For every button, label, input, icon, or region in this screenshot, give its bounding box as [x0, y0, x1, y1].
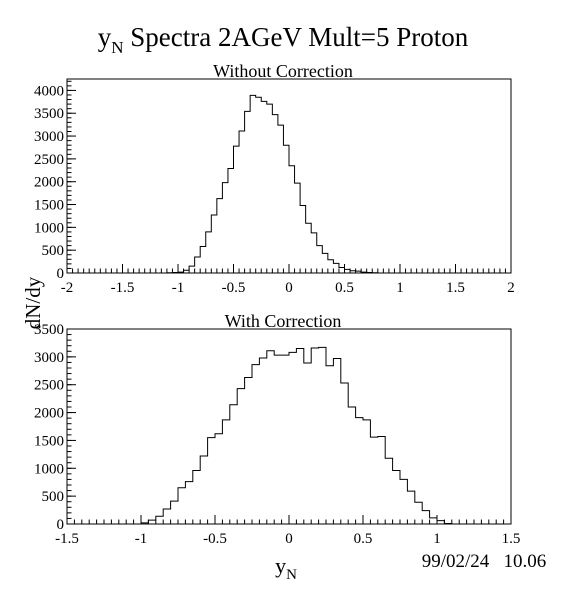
histogram-without-correction: [67, 94, 511, 274]
x-tick-label-top: -2: [61, 280, 74, 296]
panel-title-top: Without Correction: [213, 61, 353, 81]
x-tick-label-bottom: -1.5: [55, 531, 79, 547]
x-tick-label-bottom: 1: [433, 531, 441, 547]
y-tick-label-top: 0: [57, 266, 65, 282]
title-rest: Spectra 2AGeV Mult=5 Proton: [124, 22, 469, 52]
tick-labels-bottom: -1.5 -1 -0.5 0 0.5 1 1.5 0 500 1000 1500 2000 2500 30…: [34, 322, 520, 547]
y-tick-label-bottom: 2500: [34, 378, 64, 394]
x-tick-label-top: -0.5: [222, 280, 246, 296]
x-tick-label-bottom: -0.5: [203, 531, 227, 547]
y-tick-label-top: 3500: [34, 106, 64, 122]
y-tick-label-top: 2500: [34, 152, 64, 168]
x-tick-label-top: 0: [285, 280, 293, 296]
y-tick-label-bottom: 1000: [34, 461, 64, 477]
title-y-glyph: y: [98, 22, 112, 52]
panel-without-correction: Without Correction -2 -1.5 -1 -0.5 0 0.5 1 1.5 2…: [34, 61, 515, 296]
xlabel-y-glyph: y: [275, 553, 286, 578]
y-axis-label: dN/dy: [21, 276, 45, 329]
xlabel-subscript: N: [286, 567, 297, 583]
y-tick-label-top: 2000: [34, 175, 64, 191]
histogram-with-correction: [67, 346, 511, 525]
x-tick-label-top: 1: [396, 280, 404, 296]
timestamp: 99/02/24 10.06: [422, 551, 547, 572]
y-tick-label-top: 500: [42, 243, 65, 259]
ticks-top: [66, 80, 512, 274]
x-tick-label-bottom: 0: [285, 531, 293, 547]
x-tick-label-bottom: -1: [135, 531, 148, 547]
frame-bottom: [66, 328, 512, 525]
ticks-bottom: [66, 328, 512, 525]
main-title: yN Spectra 2AGeV Mult=5 Proton: [98, 22, 469, 57]
frame-top: [66, 78, 512, 274]
y-tick-label-top: 1500: [34, 198, 64, 214]
panel-with-correction: With Correction -1.5 -1 -0.5 0 0.5 1 1.5 0 500 10…: [34, 311, 520, 547]
y-tick-label-bottom: 2000: [34, 406, 64, 422]
y-tick-label-top: 1000: [34, 220, 64, 236]
x-tick-label-top: -1.5: [111, 280, 135, 296]
y-tick-label-bottom: 3000: [34, 350, 64, 366]
x-tick-label-top: 0.5: [335, 280, 354, 296]
y-tick-label-top: 4000: [34, 83, 64, 99]
x-tick-label-top: 2: [507, 280, 515, 296]
x-axis-label: yN: [275, 553, 297, 583]
tick-labels-top: -2 -1.5 -1 -0.5 0 0.5 1 1.5 2 0 500 1000 1500 2000 250…: [34, 83, 515, 296]
panel-title-bottom: With Correction: [225, 311, 342, 331]
x-tick-label-top: -1: [172, 280, 185, 296]
y-tick-label-bottom: 3500: [34, 322, 64, 338]
x-tick-label-bottom: 0.5: [354, 531, 373, 547]
title-subscript: N: [111, 38, 123, 57]
x-tick-label-bottom: 1.5: [502, 531, 521, 547]
x-tick-label-top: 1.5: [446, 280, 465, 296]
y-tick-label-bottom: 1500: [34, 433, 64, 449]
y-tick-label-bottom: 500: [42, 489, 65, 505]
y-tick-label-top: 3000: [34, 129, 64, 145]
y-tick-label-bottom: 0: [57, 517, 65, 533]
